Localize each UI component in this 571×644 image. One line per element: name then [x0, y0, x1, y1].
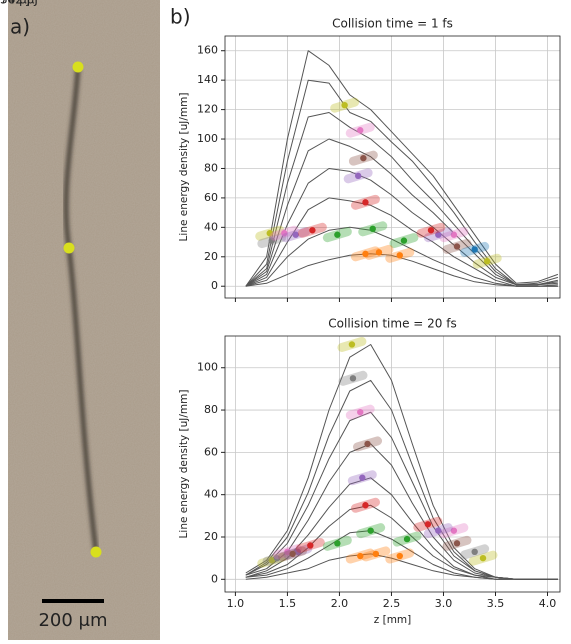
curve — [245, 112, 559, 287]
point — [357, 552, 364, 560]
point — [273, 554, 281, 562]
curve — [245, 553, 558, 580]
point — [471, 548, 478, 556]
point — [334, 231, 341, 238]
point — [309, 227, 316, 234]
panel-label: a) — [10, 15, 30, 39]
point — [367, 527, 374, 534]
x-tick-label: 4.0 — [539, 597, 557, 610]
scale-bar-label: 200 μm — [38, 610, 107, 631]
point — [360, 154, 367, 162]
curve — [245, 138, 558, 287]
curve — [245, 50, 559, 287]
y-tick-label: 20 — [204, 250, 218, 263]
point — [307, 542, 314, 549]
y-tick-label: 80 — [204, 161, 218, 174]
marker-dot — [90, 546, 102, 558]
point — [341, 101, 348, 109]
x-tick-label: 1.5 — [279, 597, 297, 610]
point — [357, 408, 364, 416]
marker-dot — [63, 242, 75, 254]
x-tick-label: 1.0 — [227, 597, 245, 610]
y-tick-label: 60 — [204, 445, 218, 458]
point — [334, 540, 341, 547]
x-axis-label: z [mm] — [374, 614, 412, 626]
annotation: 342 μJ — [0, 0, 38, 7]
point — [362, 199, 369, 206]
point — [427, 227, 435, 234]
y-axis-label: Line energy density [uJ/mm] — [178, 93, 190, 242]
point — [435, 231, 442, 238]
point — [349, 375, 357, 382]
point — [266, 230, 273, 237]
x-tick-label: 3.0 — [435, 597, 453, 610]
curve — [245, 197, 558, 287]
point — [359, 474, 366, 481]
point — [294, 548, 302, 556]
curve — [245, 477, 558, 580]
plot-frame — [224, 335, 561, 593]
point — [281, 230, 288, 237]
y-tick-label: 0 — [211, 279, 218, 292]
plot-frame — [224, 35, 561, 299]
y-axis-label: Line energy density [uJ/mm] — [178, 390, 190, 539]
point — [289, 550, 296, 558]
point — [284, 548, 291, 556]
point — [268, 557, 276, 564]
y-tick-label: 100 — [197, 361, 218, 374]
point — [354, 172, 362, 180]
point — [357, 127, 364, 134]
point — [450, 527, 458, 534]
point — [364, 440, 371, 448]
micrograph — [8, 0, 160, 640]
point — [396, 552, 403, 560]
point — [369, 225, 376, 233]
point — [453, 540, 461, 547]
marker-dot — [72, 61, 84, 73]
filament — [64, 66, 98, 553]
point — [453, 243, 461, 250]
point — [396, 252, 403, 259]
y-tick-label: 40 — [204, 220, 218, 233]
curve — [245, 226, 558, 287]
point — [450, 231, 458, 238]
point — [292, 231, 299, 238]
y-tick-label: 120 — [197, 103, 218, 116]
y-tick-label: 160 — [197, 44, 218, 57]
y-tick-label: 60 — [204, 191, 218, 204]
point — [400, 237, 408, 244]
point — [268, 237, 276, 244]
curve — [245, 79, 559, 287]
y-tick-label: 20 — [204, 530, 218, 543]
point — [479, 554, 487, 562]
x-tick-label: 3.5 — [487, 597, 505, 610]
point — [403, 535, 411, 543]
point — [375, 249, 383, 256]
curve — [245, 168, 558, 287]
y-tick-label: 80 — [204, 403, 218, 416]
point — [435, 527, 442, 534]
chart-title: Collision time = 20 fs — [328, 317, 456, 331]
y-tick-label: 140 — [197, 73, 218, 86]
point — [362, 502, 369, 509]
y-tick-label: 0 — [211, 572, 218, 585]
point — [471, 246, 478, 253]
point — [483, 258, 491, 265]
panel-label: b) — [170, 5, 191, 29]
y-tick-label: 40 — [204, 488, 218, 501]
curve — [245, 253, 558, 287]
x-tick-label: 2.0 — [331, 597, 349, 610]
point — [372, 550, 380, 558]
point — [424, 521, 432, 528]
y-tick-label: 100 — [197, 132, 218, 145]
chart-title: Collision time = 1 fs — [332, 17, 453, 31]
point — [362, 250, 369, 258]
annotation: 76 μJ — [0, 0, 30, 7]
x-tick-label: 2.5 — [383, 597, 401, 610]
point — [348, 341, 356, 348]
